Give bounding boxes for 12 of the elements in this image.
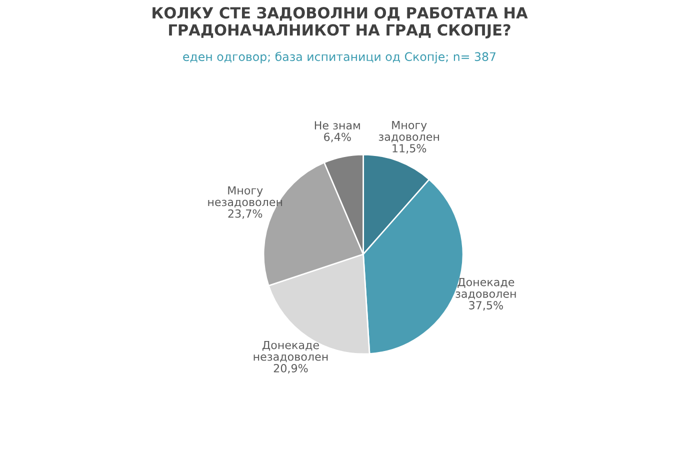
data-label: 20,9% [274, 364, 308, 374]
data-label: 23,7% [228, 209, 262, 219]
data-label: 37,5% [469, 301, 503, 311]
chart-title: КОЛКУ СТЕ ЗАДОВОЛНИ ОД РАБОТАТА НА ГРАДОНАЧАЛНИКОТ НА ГРАД СКОПЈЕ? [152, 7, 528, 39]
chart-subtitle: еден одговор; база испитаници од Скопје; n= 387 [183, 52, 496, 64]
data-label: 11,5% [392, 144, 426, 154]
slice-label: Донекаде незадоволен [254, 340, 328, 362]
slice-label: Многу задоволен [378, 121, 439, 142]
slice-label: Многу незадоволен [208, 186, 282, 208]
slice-label: Не знам [314, 121, 360, 130]
data-label: 6,4% [324, 132, 351, 142]
slice-label: Донекаде задоволен [456, 278, 516, 300]
